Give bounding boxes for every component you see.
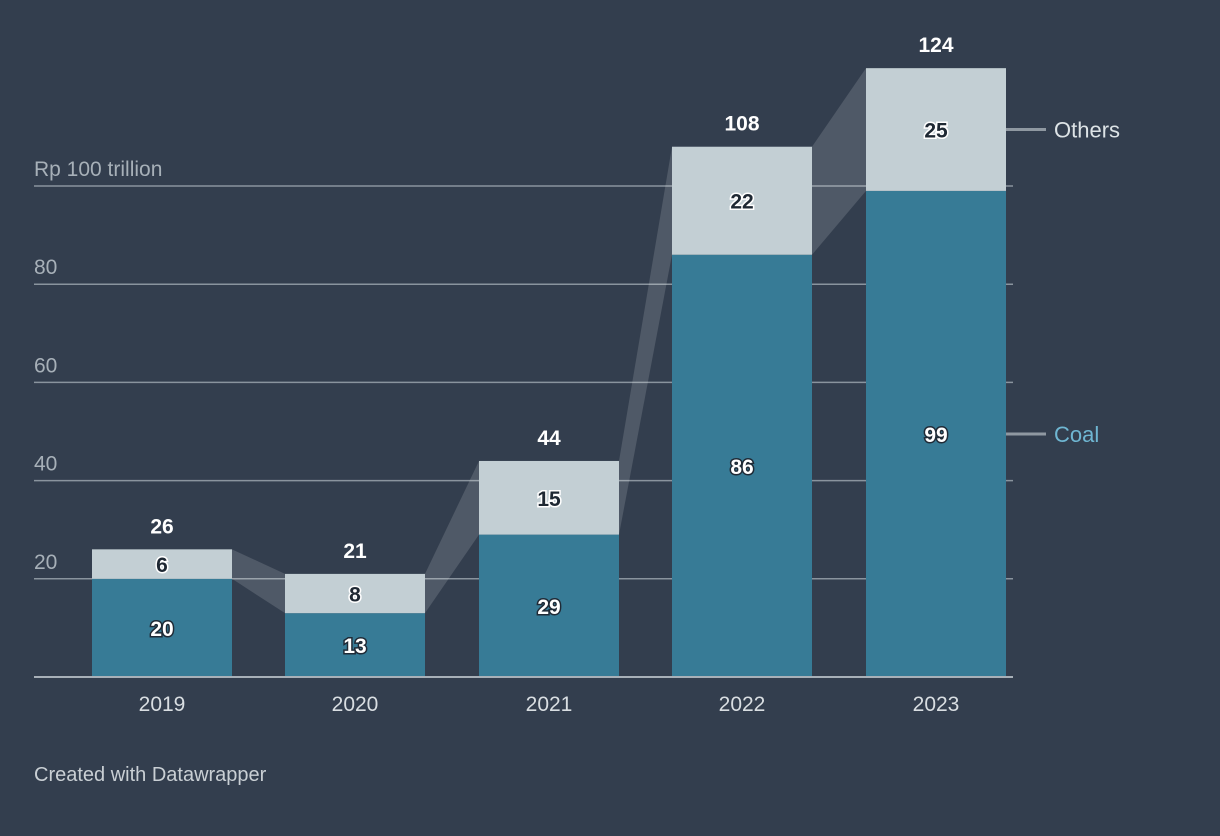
total-label-2022: 108 [724, 113, 759, 136]
value-label-others-2021: 15 [537, 488, 561, 511]
x-tick-label-2022: 2022 [719, 693, 766, 716]
value-label-coal-2019: 20 [150, 618, 173, 641]
bar-others-2023[interactable] [866, 68, 1006, 191]
bar-others-2021[interactable] [479, 460, 619, 535]
value-label-coal-2020: 13 [343, 635, 366, 658]
y-tick-label-20: 20 [34, 551, 57, 574]
connector-band-2021-2022 [619, 146, 672, 535]
x-tick-label-2019: 2019 [139, 693, 186, 716]
bar-others-2019[interactable] [92, 549, 232, 579]
value-label-others-2020: 8 [349, 584, 361, 607]
y-tick-label-60: 60 [34, 354, 57, 377]
bar-coal-2020[interactable] [285, 613, 425, 677]
value-label-others-2019: 6 [156, 554, 168, 577]
y-tick-label-80: 80 [34, 256, 57, 279]
x-tick-label-2020: 2020 [332, 693, 379, 716]
connector-band-2022-2023 [812, 68, 866, 255]
value-label-coal-2022: 86 [730, 456, 753, 479]
total-label-2021: 44 [537, 427, 561, 450]
bar-others-2020[interactable] [285, 573, 425, 614]
bar-coal-2019[interactable] [92, 578, 232, 677]
value-label-coal-2023: 99 [924, 424, 947, 447]
bar-others-2022[interactable] [672, 146, 812, 255]
bar-coal-2022[interactable] [672, 254, 812, 678]
total-label-2023: 124 [918, 34, 953, 57]
total-label-2020: 21 [343, 540, 367, 563]
legend-label-others: Others [1054, 118, 1120, 143]
connector-band-2020-2021 [425, 460, 479, 614]
footer-credit[interactable]: Created with Datawrapper [34, 764, 267, 786]
value-label-others-2023: 25 [924, 120, 948, 143]
value-label-others-2022: 22 [730, 191, 753, 214]
x-tick-label-2021: 2021 [526, 693, 573, 716]
y-tick-label-40: 40 [34, 453, 57, 476]
connector-band-2019-2020 [232, 549, 285, 614]
bar-coal-2023[interactable] [866, 190, 1006, 677]
x-tick-label-2023: 2023 [913, 693, 960, 716]
total-label-2019: 26 [150, 515, 173, 538]
value-label-coal-2021: 29 [537, 596, 560, 619]
bar-coal-2021[interactable] [479, 534, 619, 677]
y-tick-label-100: Rp 100 trillion [34, 158, 162, 181]
legend-label-coal: Coal [1054, 422, 1099, 447]
